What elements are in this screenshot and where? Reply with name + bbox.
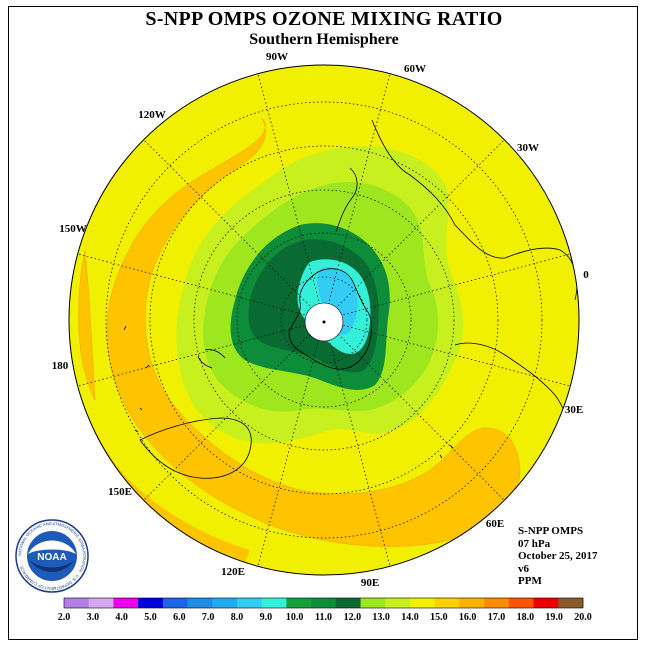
colorbar-swatch xyxy=(64,598,90,608)
lon-label-0: 0 xyxy=(583,269,589,281)
colorbar-tick-label: 10.0 xyxy=(286,612,304,623)
meridian-line xyxy=(77,319,325,387)
hemisphere-outline xyxy=(68,64,580,576)
colorbar-tick-label: 18.0 xyxy=(517,612,535,623)
colorbar-tick-label: 3.0 xyxy=(87,612,100,623)
longitude-labels: 90W 60W 30W 0 30E 60E 90E 120E 150E 180 … xyxy=(52,51,590,589)
colorbar-tick-label: 4.0 xyxy=(115,612,128,623)
lon-label-180: 180 xyxy=(52,360,69,372)
colorbar-tick-label: 16.0 xyxy=(459,612,477,623)
graticule xyxy=(77,73,571,567)
colorbar-swatch xyxy=(459,598,485,608)
ozone-level-8-9 xyxy=(317,267,358,335)
colorbar-swatch xyxy=(558,598,584,608)
south-pole-marker xyxy=(322,320,326,324)
colorbar-tick-label: 5.0 xyxy=(144,612,157,623)
lon-label-30e: 30E xyxy=(565,404,583,416)
lon-label-150e: 150E xyxy=(108,486,132,498)
colorbar-tick-label: 6.0 xyxy=(173,612,186,623)
colorbar-swatch xyxy=(533,598,559,608)
colorbar-swatch xyxy=(434,598,460,608)
info-pressure-level: 07 hPa xyxy=(518,537,551,550)
latitude-circle xyxy=(280,276,368,364)
meridians xyxy=(77,73,571,567)
coastline-new-zealand xyxy=(197,349,226,369)
colorbar-tick-label: 15.0 xyxy=(430,612,448,623)
latitude-circle xyxy=(236,232,412,408)
colorbar-tick-label: 20.0 xyxy=(574,612,592,623)
colorbar-tick-label: 12.0 xyxy=(344,612,362,623)
colorbar-swatch xyxy=(311,598,337,608)
coastline-south-america xyxy=(335,119,578,301)
colorbar-swatch xyxy=(212,598,238,608)
info-version: v6 xyxy=(518,562,529,575)
map-title: S-NPP OMPS OZONE MIXING RATIO xyxy=(145,8,503,30)
colorbar-outline xyxy=(63,597,584,609)
meridian-line xyxy=(323,139,505,321)
colorbar-tick-label: 9.0 xyxy=(260,612,273,623)
lon-label-60w: 60W xyxy=(404,63,426,75)
colorbar-swatch xyxy=(162,598,188,608)
logo-gull xyxy=(28,540,76,554)
meridian-line xyxy=(323,73,391,321)
lon-label-30w: 30W xyxy=(517,142,539,154)
colorbar-tick-label: 17.0 xyxy=(488,612,506,623)
lon-label-60e: 60E xyxy=(486,518,504,530)
colorbar-tick-label: 7.0 xyxy=(202,612,215,623)
latitude-circle xyxy=(105,101,543,539)
colorbar-swatch xyxy=(261,598,287,608)
info-units: PPM xyxy=(518,575,542,587)
colorbar-swatch xyxy=(88,598,114,608)
meridian-line xyxy=(323,319,571,387)
colorbar-tick-label: 19.0 xyxy=(545,612,563,623)
lon-label-120e: 120E xyxy=(221,566,245,578)
ozone-band-orange xyxy=(78,117,521,547)
colorbar-tick-label: 2.0 xyxy=(58,612,71,623)
logo-wave xyxy=(29,560,75,572)
logo-text: NOAA xyxy=(37,552,66,563)
info-date: October 25, 2017 xyxy=(518,550,598,562)
colorbar-swatch xyxy=(484,598,510,608)
colorbar-swatch xyxy=(410,598,436,608)
noaa-logo: NOAA NATIONAL OCEANIC AND ATMOSPHERIC AD… xyxy=(15,519,89,593)
lon-label-120w: 120W xyxy=(138,109,166,121)
meridian-line xyxy=(323,253,571,321)
colorbar: 2.0 3.0 4.0 5.0 6.0 7.0 8.0 9.0 10.0 11.0 12.0 13.0… xyxy=(58,597,592,623)
colorbar-swatch xyxy=(138,598,164,608)
coastline-australia xyxy=(139,417,252,479)
latitude-circle xyxy=(149,145,499,495)
lon-label-90w: 90W xyxy=(266,51,288,63)
latitude-circle xyxy=(193,189,455,451)
meridian-line xyxy=(323,319,505,501)
colorbar-tick-label: 11.0 xyxy=(315,612,332,623)
meridian-line xyxy=(257,319,325,567)
colorbar-swatch xyxy=(385,598,411,608)
lon-label-90e: 90E xyxy=(361,577,379,589)
meridian-line xyxy=(77,253,325,321)
colorbar-swatch xyxy=(237,598,263,608)
colorbar-swatch xyxy=(113,598,139,608)
colorbar-swatch xyxy=(286,598,312,608)
colorbar-swatch xyxy=(508,598,534,608)
figure-frame xyxy=(8,6,638,640)
colorbar-tick-label: 8.0 xyxy=(231,612,244,623)
colorbar-swatch xyxy=(335,598,361,608)
colorbar-swatch xyxy=(360,598,386,608)
ozone-contours xyxy=(69,117,521,575)
coastline-antarctica xyxy=(288,268,372,370)
meridian-line xyxy=(323,319,391,567)
lon-label-150w: 150W xyxy=(59,223,87,235)
info-instrument: S-NPP OMPS xyxy=(518,525,584,537)
product-info: S-NPP OMPS 07 hPa October 25, 2017 v6 PP… xyxy=(518,525,598,588)
meridian-line xyxy=(143,139,325,321)
map-subtitle: Southern Hemisphere xyxy=(249,31,399,48)
coastline-islands xyxy=(123,325,454,575)
colorbar-swatch xyxy=(187,598,213,608)
colorbar-tick-label: 13.0 xyxy=(372,612,390,623)
meridian-line xyxy=(257,73,325,321)
colorbar-tick-label: 14.0 xyxy=(401,612,419,623)
